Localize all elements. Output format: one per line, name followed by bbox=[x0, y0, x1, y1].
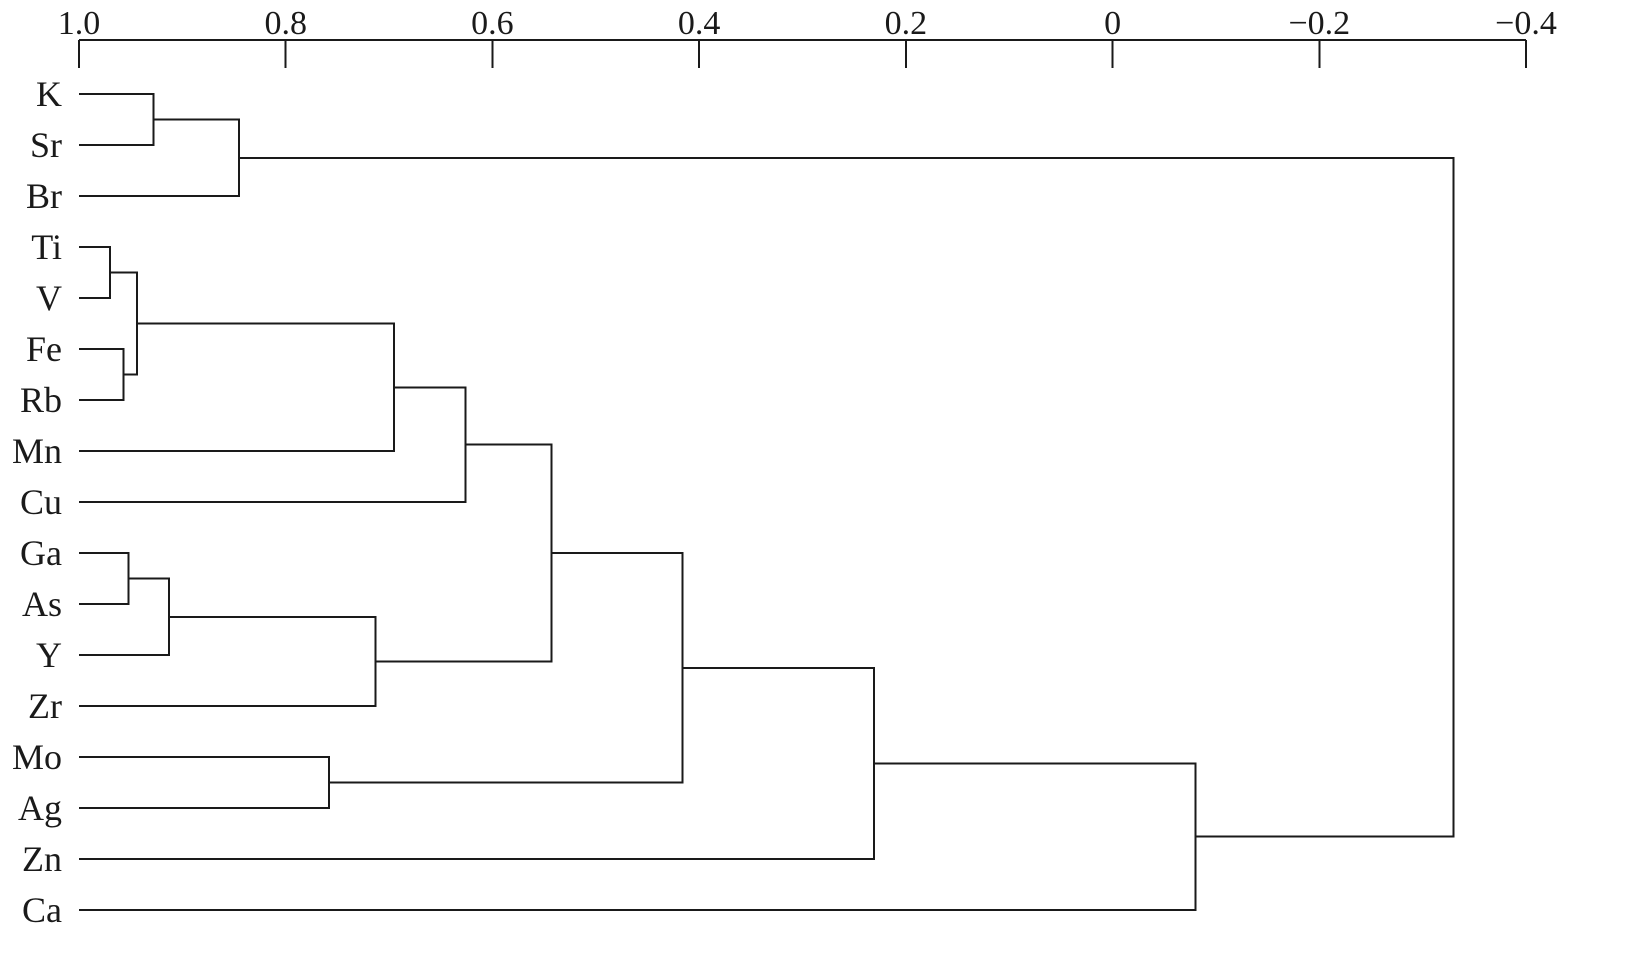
axis-tick-label: −0.4 bbox=[1495, 5, 1557, 42]
leaf-label: Ag bbox=[18, 788, 62, 828]
dendrogram-link bbox=[79, 666, 875, 860]
dendrogram-link bbox=[79, 386, 467, 503]
leaf-label: Ca bbox=[22, 890, 62, 930]
dendrogram-link bbox=[79, 246, 112, 299]
axis-tick-label: 0.2 bbox=[885, 5, 928, 42]
leaf-label: Mo bbox=[12, 737, 62, 777]
dendrogram-link bbox=[79, 118, 241, 197]
dendrogram-links bbox=[79, 93, 1455, 911]
leaf-label: Cu bbox=[20, 482, 62, 522]
leaf-label: Br bbox=[26, 176, 62, 216]
dendrogram-link bbox=[79, 756, 331, 809]
leaf-labels: K Sr Br Ti V Fe Rb Mn Cu Ga As Y Zr Mo Ag Zn Ca bbox=[12, 74, 62, 930]
leaf-label: Mn bbox=[12, 431, 62, 471]
leaf-label: Fe bbox=[26, 329, 62, 369]
leaf-label: Y bbox=[36, 635, 62, 675]
leaf-label: Rb bbox=[20, 380, 62, 420]
leaf-label: Sr bbox=[30, 125, 62, 165]
leaf-label: Ga bbox=[20, 533, 62, 573]
leaf-label: Ti bbox=[31, 227, 62, 267]
leaf-label: Zr bbox=[28, 686, 62, 726]
axis-tick-label: 0.6 bbox=[471, 5, 514, 42]
leaf-label: Zn bbox=[22, 839, 62, 879]
leaf-label: V bbox=[36, 278, 62, 318]
dendrogram-link bbox=[239, 156, 1455, 838]
dendrogram-link bbox=[79, 577, 170, 656]
axis-tick-label: 0.8 bbox=[264, 5, 307, 42]
dendrogram-link bbox=[79, 762, 1197, 911]
axis-tick-label: 1.0 bbox=[58, 5, 101, 42]
dendrogram-link bbox=[79, 322, 396, 452]
leaf-label: As bbox=[22, 584, 62, 624]
top-axis: 1.0 0.8 0.6 0.4 0.2 0 −0.2 −0.4 bbox=[58, 5, 1557, 68]
dendrogram-link bbox=[375, 443, 553, 663]
leaf-label: K bbox=[36, 74, 62, 114]
axis-tick-label: −0.2 bbox=[1288, 5, 1350, 42]
dendrogram-link bbox=[79, 615, 377, 707]
axis-tick-label: 0.4 bbox=[678, 5, 721, 42]
dendrogram-link bbox=[79, 552, 130, 605]
dendrogram-link bbox=[329, 552, 684, 784]
dendrogram-link bbox=[79, 348, 125, 401]
axis-tick-label: 0 bbox=[1104, 5, 1121, 42]
dendrogram-link bbox=[79, 93, 155, 146]
